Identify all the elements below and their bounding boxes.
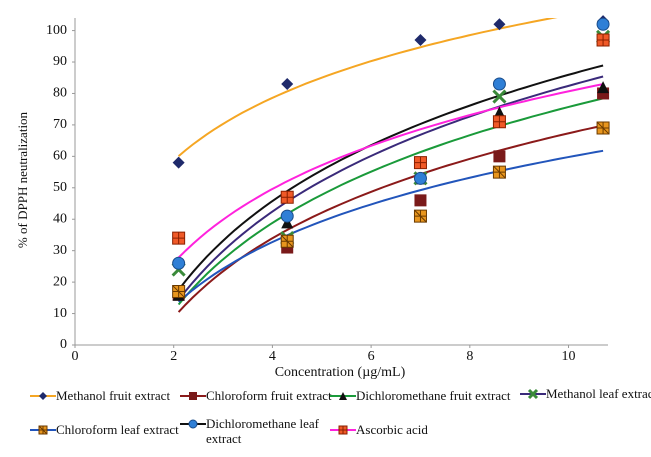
point: [339, 392, 347, 400]
y-tick-label: 0: [60, 337, 67, 352]
series: [172, 33, 610, 245]
point: [281, 78, 294, 91]
trend-line: [177, 83, 604, 259]
legend-swatch: [30, 392, 56, 400]
trend-lines: [177, 18, 604, 313]
trend-line: [177, 149, 604, 303]
point: [527, 388, 539, 400]
legend-item: Chloroform leaf extract: [30, 422, 186, 437]
legend-swatch: [180, 419, 206, 429]
y-axis-title: % of DPPH neutralization: [15, 111, 30, 248]
trend-line: [177, 75, 604, 301]
point: [338, 425, 348, 435]
point: [493, 150, 506, 163]
x-tick-label: 10: [562, 349, 576, 364]
trend-line: [177, 64, 604, 291]
x-tick-label: 6: [368, 349, 375, 364]
legend-label: Dichloromethane leaf extract: [206, 416, 319, 446]
y-tick-label: 50: [53, 180, 67, 195]
trend-line: [177, 97, 604, 306]
y-tick-label: 40: [53, 211, 67, 226]
point: [492, 165, 506, 179]
legend-label: Methanol leaf extract: [546, 386, 651, 401]
legend-swatch: [330, 425, 356, 435]
y-tick-label: 100: [46, 23, 67, 38]
series: [172, 87, 610, 301]
legend-item: Ascorbic acid: [330, 422, 536, 437]
legend-item: Methanol leaf extract: [520, 386, 651, 401]
legend-label: Chloroform leaf extract: [56, 422, 179, 437]
point: [414, 34, 427, 47]
chart: Concentration (µg/mL) % of DPPH neutrali…: [15, 15, 611, 380]
y-tick-label: 90: [53, 54, 67, 69]
series: [172, 15, 610, 169]
x-tick-label: 0: [72, 349, 79, 364]
point: [492, 89, 507, 104]
y-tick-label: 70: [53, 117, 67, 132]
point: [596, 121, 610, 135]
legend-label: Methanol fruit extract: [56, 388, 171, 403]
point: [597, 81, 610, 94]
point: [172, 156, 185, 169]
x-tick-label: 2: [170, 349, 177, 364]
series: [172, 17, 610, 270]
point: [492, 115, 506, 129]
y-tick-label: 20: [53, 274, 67, 289]
legend: Methanol fruit extract Chloroform fruit e…: [0, 384, 651, 457]
y-tick-label: 80: [53, 86, 67, 101]
legend-swatch: [330, 392, 356, 400]
legend-label: Ascorbic acid: [356, 422, 428, 437]
point: [493, 18, 506, 31]
point: [413, 156, 427, 170]
point: [596, 33, 610, 47]
point: [172, 285, 186, 299]
point: [414, 194, 427, 207]
y-tick-label: 30: [53, 243, 67, 258]
point: [189, 392, 197, 400]
legend-item: Chloroform fruit extract: [180, 388, 356, 403]
point: [172, 256, 186, 270]
legend-item: Dichloromethane leaf extract: [180, 416, 346, 446]
point: [492, 77, 506, 91]
trend-line: [177, 18, 558, 157]
y-tick-label: 10: [53, 306, 67, 321]
point: [280, 190, 294, 204]
point: [413, 171, 427, 185]
point: [39, 392, 47, 400]
point: [596, 17, 610, 31]
legend-swatch: [30, 425, 56, 435]
point: [188, 419, 198, 429]
x-tick-label: 4: [269, 349, 276, 364]
point: [280, 234, 294, 248]
point: [38, 425, 48, 435]
legend-item: Dichloromethane fruit extract: [330, 388, 531, 403]
x-axis-title: Concentration (µg/mL): [275, 365, 406, 380]
point: [413, 209, 427, 223]
x-tick-label: 8: [466, 349, 473, 364]
legend-label: Chloroform fruit extract: [206, 388, 332, 403]
series: [172, 121, 610, 299]
trend-line: [177, 124, 604, 313]
point: [280, 209, 294, 223]
legend-label: Dichloromethane fruit extract: [356, 388, 511, 403]
y-tick-label: 60: [53, 149, 67, 164]
point: [172, 231, 186, 245]
legend-swatch: [180, 392, 206, 400]
legend-item: Methanol fruit extract: [30, 388, 176, 403]
legend-swatch: [520, 388, 546, 400]
